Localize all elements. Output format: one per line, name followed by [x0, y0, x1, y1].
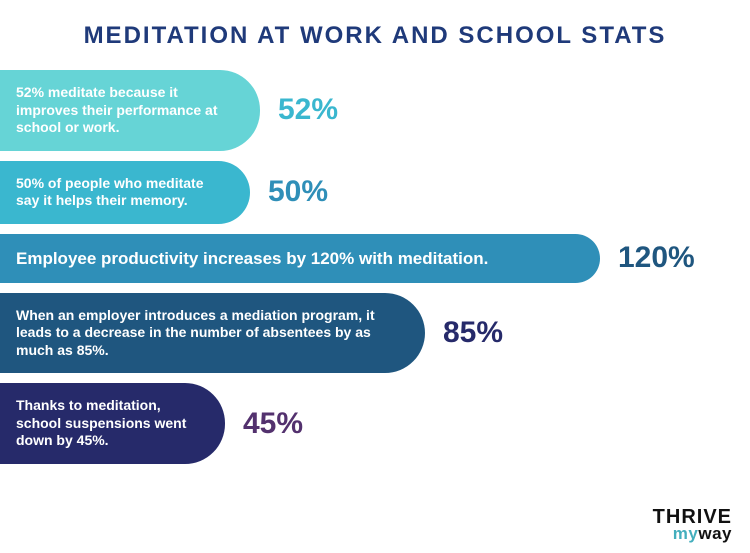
bar: When an employer introduces a mediation …	[0, 293, 425, 374]
bar-description: Thanks to meditation, school suspensions…	[16, 397, 201, 450]
page-title: MEDITATION AT WORK AND SCHOOL STATS	[0, 0, 750, 70]
brand-logo: THRIVE myway	[653, 508, 732, 541]
bar-chart: 52% meditate because it improves their p…	[0, 70, 750, 464]
bar-description: When an employer introduces a mediation …	[16, 307, 401, 360]
brand-logo-line2: myway	[653, 526, 732, 541]
brand-logo-my: my	[673, 524, 699, 543]
bar: Thanks to meditation, school suspensions…	[0, 383, 225, 464]
bar-percent: 85%	[443, 316, 503, 350]
brand-logo-way: way	[698, 524, 732, 543]
bar-percent: 120%	[618, 241, 695, 275]
bar-row: 52% meditate because it improves their p…	[0, 70, 750, 151]
bar: 50% of people who meditate say it helps …	[0, 161, 250, 224]
bar-row: Thanks to meditation, school suspensions…	[0, 383, 750, 464]
bar-percent: 52%	[278, 93, 338, 127]
bar-row: 50% of people who meditate say it helps …	[0, 161, 750, 224]
bar-description: 50% of people who meditate say it helps …	[16, 175, 226, 210]
bar-row: When an employer introduces a mediation …	[0, 293, 750, 374]
bar-description: Employee productivity increases by 120% …	[16, 248, 488, 269]
bar: 52% meditate because it improves their p…	[0, 70, 260, 151]
bar-description: 52% meditate because it improves their p…	[16, 84, 236, 137]
bar-percent: 50%	[268, 175, 328, 209]
bar-percent: 45%	[243, 407, 303, 441]
bar-row: Employee productivity increases by 120% …	[0, 234, 750, 283]
bar: Employee productivity increases by 120% …	[0, 234, 600, 283]
